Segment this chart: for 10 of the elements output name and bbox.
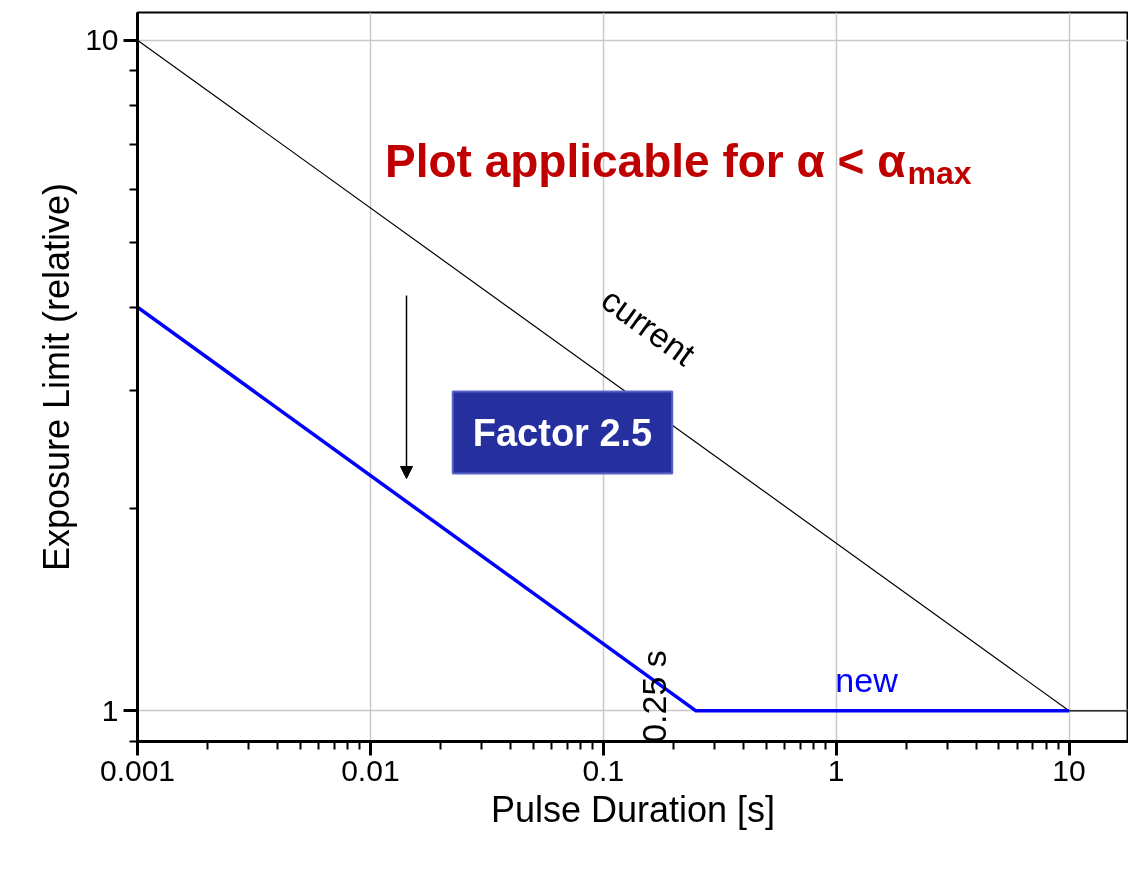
x-tick-label: 10 — [1052, 753, 1086, 787]
annotation: 0.25 s — [634, 650, 673, 743]
x-tick-label: 0.1 — [582, 753, 625, 787]
annotation: Factor 2.5 — [472, 411, 653, 454]
x-tick-label: 0.001 — [99, 753, 176, 787]
y-axis-title: Exposure Limit (relative) — [36, 182, 78, 572]
x-tick-label: 1 — [827, 753, 845, 787]
x-tick-label: 0.01 — [341, 753, 400, 787]
x-axis-title: Pulse Duration [s] — [490, 788, 776, 830]
series-label: new — [835, 661, 899, 700]
